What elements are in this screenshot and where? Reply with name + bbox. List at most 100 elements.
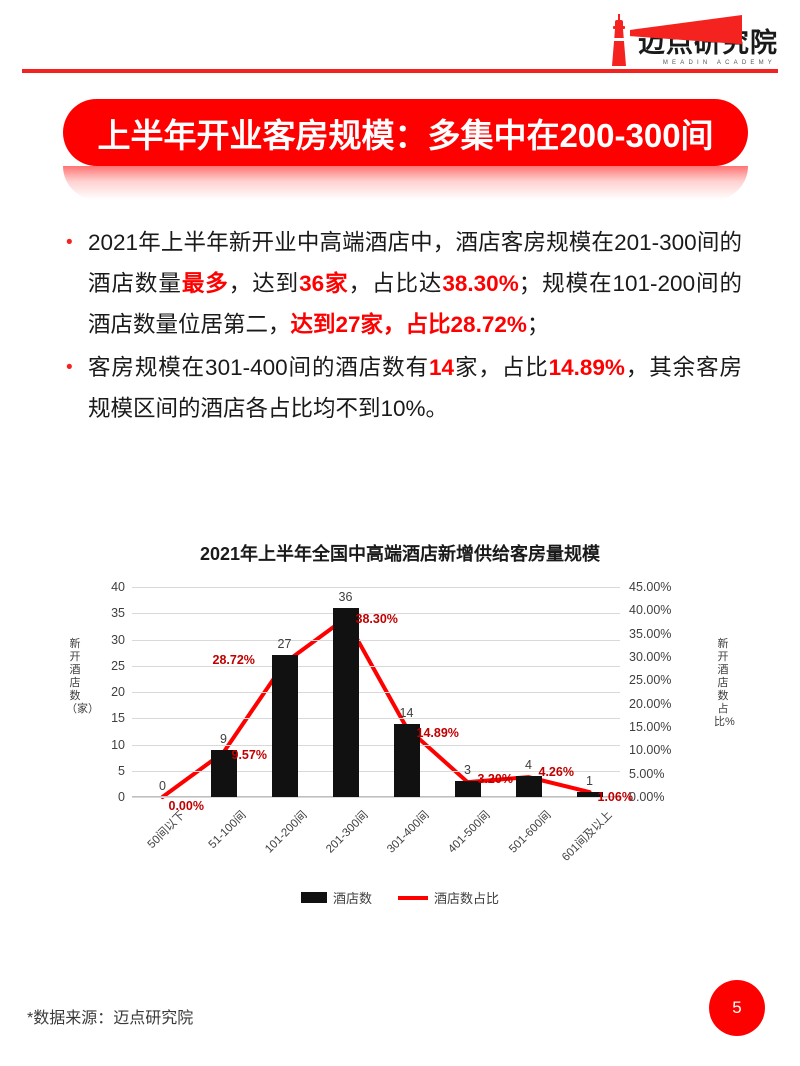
x-axis-tick: 601间及以上 (559, 809, 615, 864)
y-axis-left-title: 新开酒店数（家） (66, 638, 99, 715)
grid-line (132, 665, 620, 667)
y-axis-left-tick: 10 (111, 737, 125, 752)
legend-item[interactable]: 酒店数 (300, 888, 372, 907)
y-axis-right-tick: 30.00% (629, 650, 672, 664)
y-axis-left-tick: 35 (111, 606, 125, 621)
header-divider (22, 69, 778, 73)
x-axis-tick: 50间以下 (145, 809, 188, 852)
bar-value-label: 0 (159, 779, 166, 793)
y-axis-left-tick: 30 (111, 632, 125, 647)
chart-plot-area: 0 5 10 15 20 25 30 35 40 0.00% 5.00% 10.00% 15.00% 20… (111, 580, 671, 864)
chart-bar (515, 776, 542, 797)
line-value-label: 3.20% (477, 772, 513, 787)
bullet-dot-icon: • (66, 232, 73, 253)
y-axis-right-tick: 45.00% (629, 580, 672, 594)
bullet-highlight: 最多 (181, 271, 229, 296)
bullet-plain: 2021年上半年新开业中高端酒店中，酒店客房规模在201-300间的酒店数量 (88, 230, 742, 296)
x-axis-tick: 201-300间 (323, 809, 371, 856)
chart-bar (271, 655, 298, 797)
bar-value-label: 9 (220, 731, 227, 746)
line-value-label: 0.00% (168, 799, 204, 813)
bullet-highlight: 14.89% (548, 355, 625, 380)
bullet-dot-icon: • (66, 357, 73, 378)
bar-value-label: 27 (277, 637, 292, 652)
bar-value-label: 1 (586, 773, 593, 788)
grid-line (132, 718, 620, 720)
legend-label: 酒店数 (332, 891, 372, 906)
bullet-plain: 客房规模在301-400间的酒店数有 (88, 355, 430, 380)
y-axis-left-tick: 40 (111, 580, 125, 594)
x-axis-tick: 51-100间 (206, 809, 249, 852)
bullet-plain: ；规模在101-200间的酒店数量位居第二， (88, 271, 742, 337)
section-title-text: 上半年开业客房规模：多集中在200-300间 (97, 116, 714, 154)
legend-bar-swatch (300, 892, 327, 903)
grid-line (132, 797, 620, 798)
bar-value-label: 4 (525, 758, 532, 772)
source-note: *数据来源：迈点研究院 (27, 1010, 194, 1027)
grid-line (132, 744, 620, 746)
y-axis-right-tick: 15.00% (629, 720, 672, 734)
y-axis-right-tick: 10.00% (629, 743, 672, 758)
bullet-plain: ； (526, 312, 550, 337)
y-axis-right-tick: 20.00% (629, 696, 672, 711)
brand-logo: 迈点研究院 MEADIN ACADEMY (606, 8, 778, 66)
bullet-text: 客房规模在301-400间的酒店数有14家，占比14.89%，其余客房规模区间的… (88, 347, 742, 429)
bullet-plain: ，其余客房规模区间的酒店各占比均不到10%。 (88, 355, 742, 421)
bullet-text: 2021年上半年新开业中高端酒店中，酒店客房规模在201-300间的酒店数量最多… (88, 222, 742, 345)
x-axis-tick: 401-500间 (445, 809, 493, 856)
bar-value-label: 3 (464, 763, 471, 778)
chart-bar (454, 781, 481, 797)
banner-reflection (63, 166, 748, 200)
bullet-list: • 2021年上半年新开业中高端酒店中，酒店客房规模在201-300间的酒店数量最… (62, 222, 742, 431)
x-axis-line (132, 796, 620, 797)
x-axis-tick: 101-200间 (262, 809, 310, 856)
grid-line (132, 587, 620, 588)
section-title-banner: 上半年开业客房规模：多集中在200-300间 (63, 99, 748, 166)
line-value-label: 14.89% (416, 725, 459, 740)
grid-line (132, 613, 620, 615)
chart-bar (210, 749, 237, 797)
y-axis-left-tick: 20 (111, 685, 125, 699)
line-value-label: 28.72% (212, 652, 255, 667)
grid-line (132, 639, 620, 641)
bullet-plain: ，占比达 (348, 271, 443, 296)
x-axis-tick: 501-600间 (506, 809, 554, 856)
bar-value-label: 14 (399, 705, 414, 720)
x-axis-tick: 301-400间 (384, 809, 432, 856)
bullet-highlight: 14 (429, 355, 455, 380)
bullet-plain: 家，占比 (454, 355, 549, 380)
logo-name-en: MEADIN ACADEMY (662, 60, 776, 66)
bullet-highlight: 达到27家，占比28.72% (290, 312, 527, 337)
bullet-highlight: 36家 (299, 271, 349, 296)
bullet-item: • 2021年上半年新开业中高端酒店中，酒店客房规模在201-300间的酒店数量最… (62, 222, 742, 345)
bullet-item: • 客房规模在301-400间的酒店数有14家，占比14.89%，其余客房规模区间… (62, 347, 742, 429)
chart-bar (393, 723, 420, 797)
y-axis-left-tick: 0 (118, 790, 125, 804)
y-axis-right-tick: 0.00% (629, 790, 665, 804)
line-value-label: 38.30% (355, 612, 398, 627)
bullet-highlight: 38.30% (442, 271, 519, 296)
grid-line (132, 692, 620, 693)
line-value-label: 4.26% (538, 765, 574, 780)
y-axis-right-tick: 35.00% (629, 626, 672, 641)
y-axis-right-tick: 40.00% (629, 603, 672, 618)
legend-item[interactable]: 酒店数占比 (398, 888, 499, 907)
y-axis-right-title: 新开酒店数占比% (714, 638, 735, 728)
y-axis-left-tick: 5 (118, 763, 125, 778)
y-axis-left-tick: 15 (111, 711, 125, 726)
bullet-plain: ，达到 (228, 271, 300, 296)
grid-line (132, 770, 620, 772)
legend-line-swatch (398, 895, 428, 900)
chart-title: 2021年上半年全国中高端酒店新增供给客房量规模 (199, 544, 601, 564)
y-axis-right-tick: 25.00% (629, 673, 672, 688)
chart-legend: 酒店数 酒店数占比 (0, 888, 800, 907)
lighthouse-icon (606, 14, 632, 66)
line-value-label: 9.57% (231, 748, 267, 763)
chart-bar (332, 608, 359, 797)
legend-label: 酒店数占比 (434, 891, 500, 906)
line-value-label: 1.06% (597, 790, 633, 805)
page-number-badge: 5 (709, 980, 765, 1036)
bar-value-label: 36 (338, 590, 353, 604)
chart-bar (576, 791, 603, 797)
